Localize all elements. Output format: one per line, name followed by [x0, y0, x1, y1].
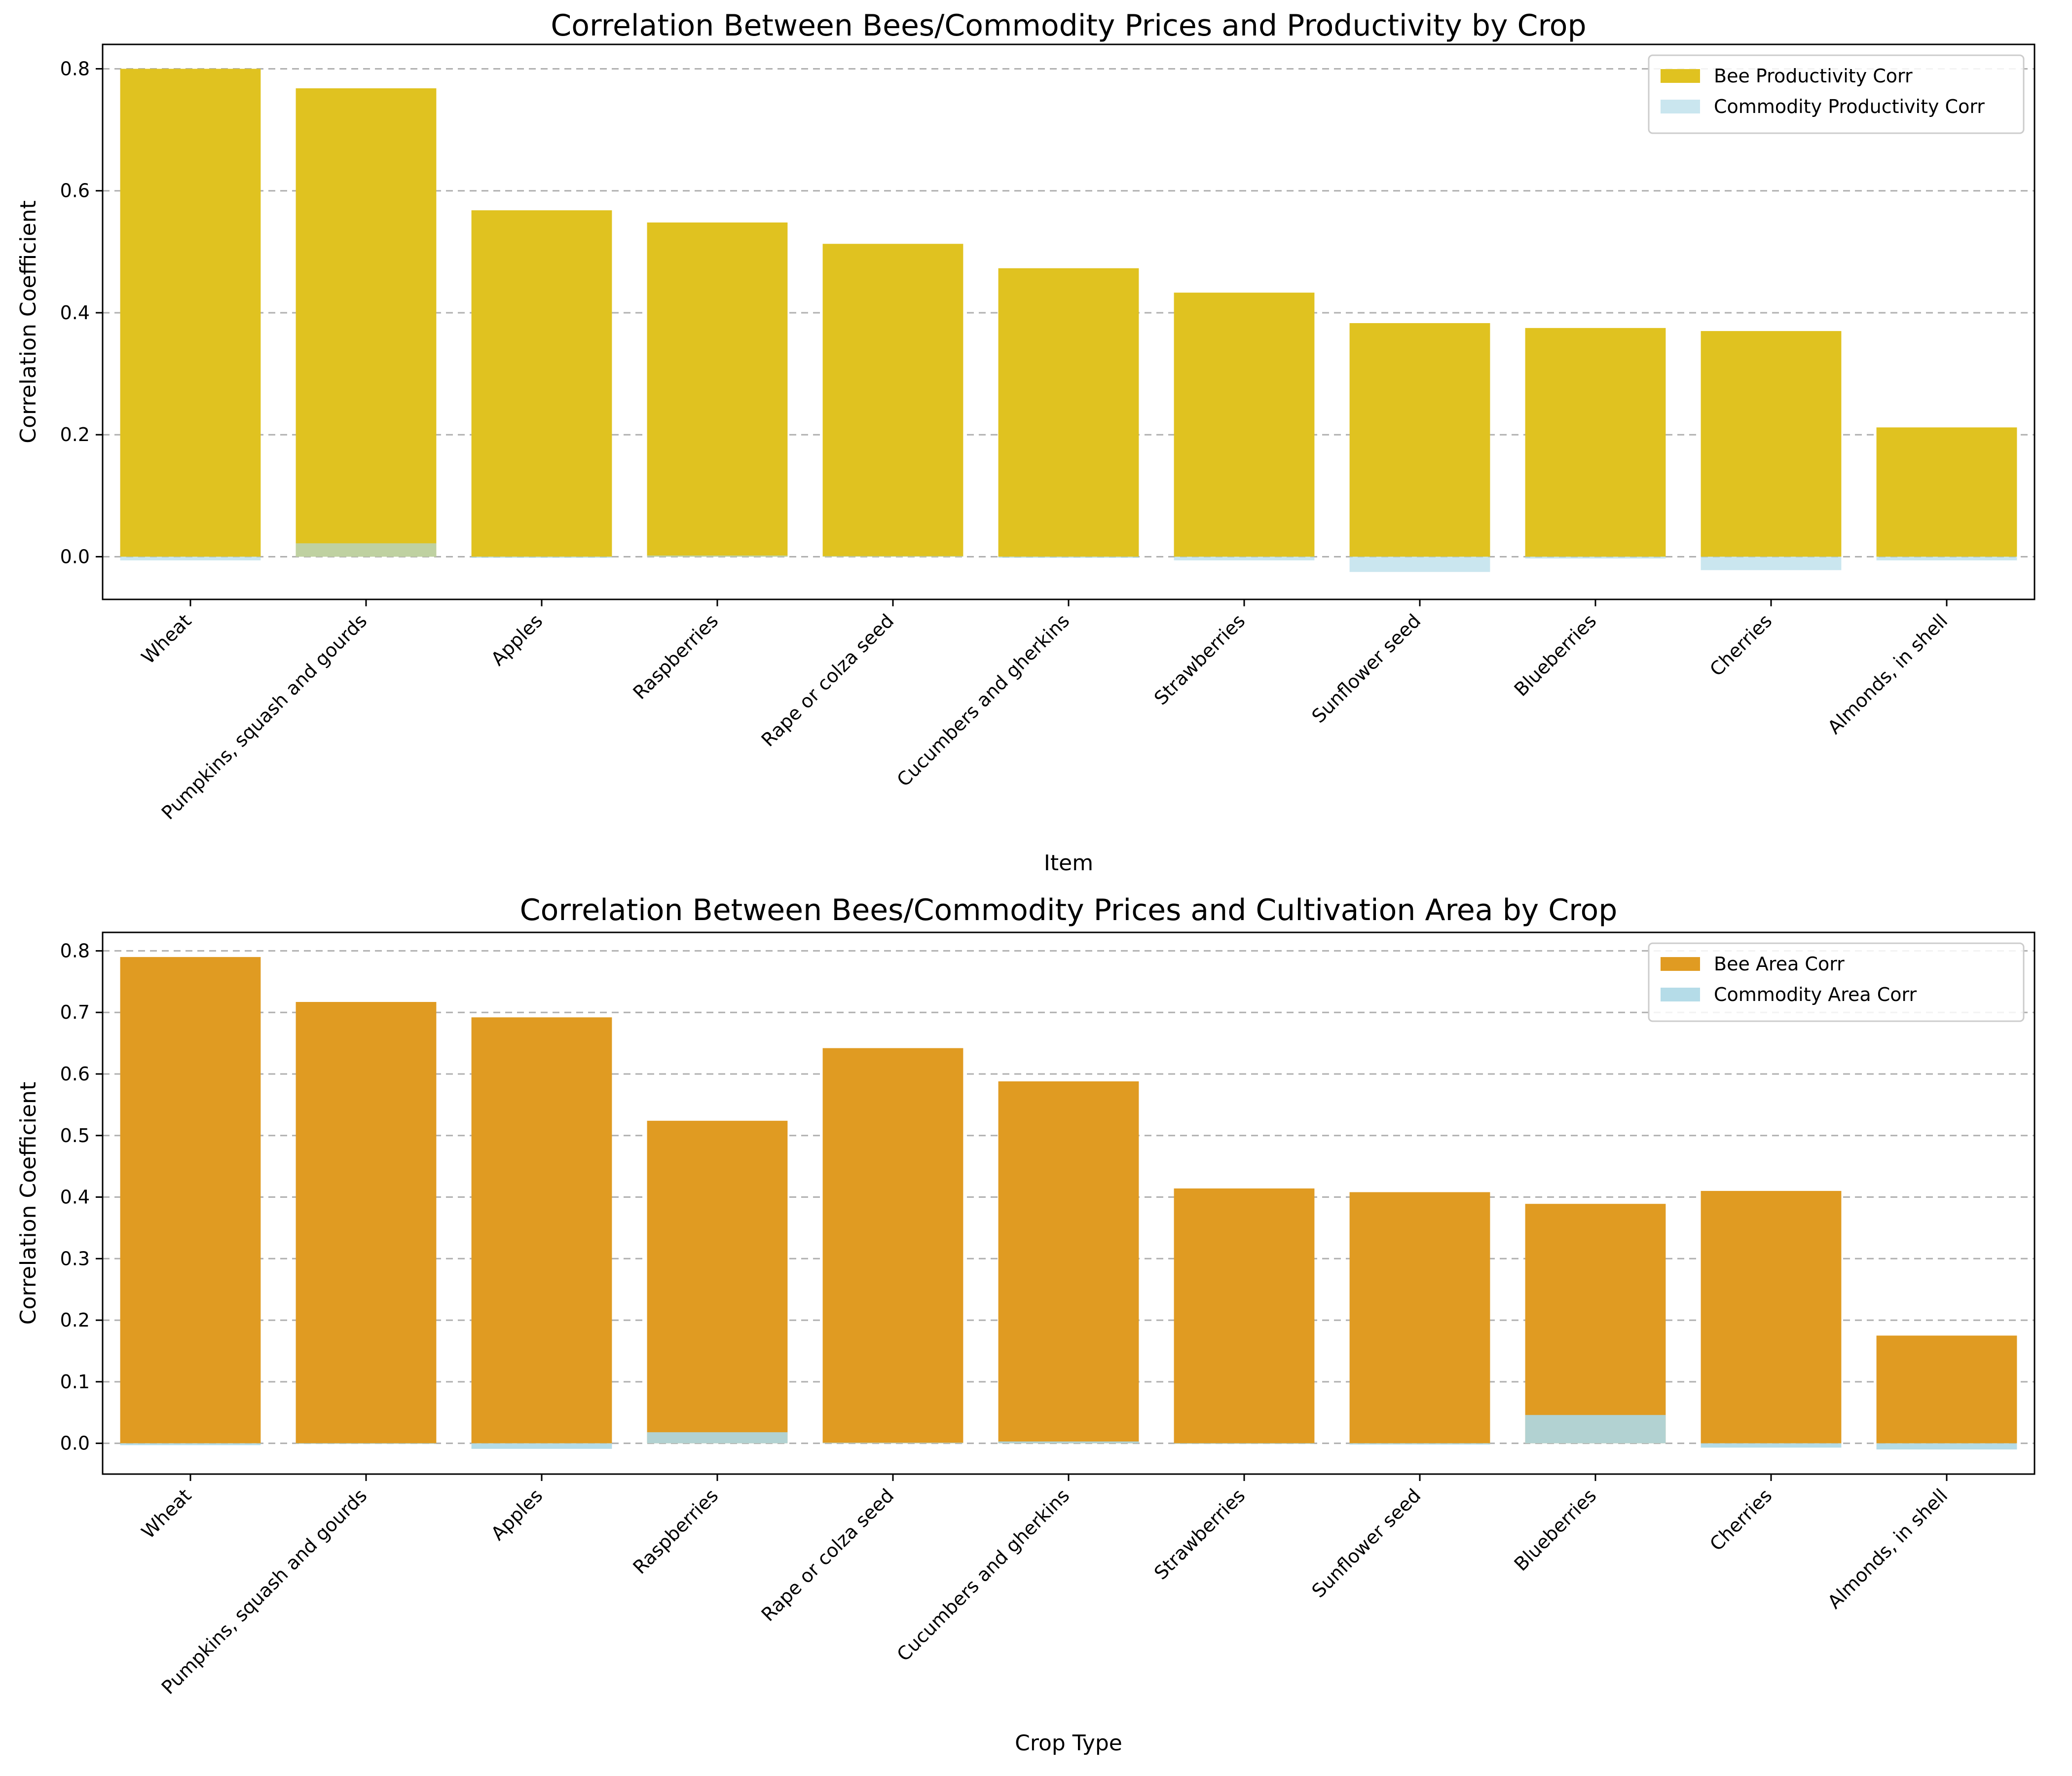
- bar-bee-productivity-corr-rape-or-colza-seed: [822, 244, 963, 557]
- legend: Bee Area Corr Commodity Area Corr: [1648, 942, 2025, 1022]
- bar-bee-area-corr-sunflower-seed: [1349, 1192, 1490, 1443]
- bar-bee-area-corr-blueberries: [1525, 1204, 1666, 1443]
- y-tick-label: 0.6: [60, 1063, 90, 1085]
- bar-bee-productivity-corr-wheat: [120, 69, 261, 557]
- bar-commodity-productivity-corr-wheat: [120, 556, 261, 560]
- legend-swatch-commodity-area-corr: [1661, 988, 1700, 1001]
- chart-title: Correlation Between Bees/Commodity Price…: [520, 893, 1618, 927]
- series-commodity-productivity-corr: [120, 543, 2017, 572]
- bar-bee-area-corr-cherries: [1701, 1191, 1842, 1443]
- bar-bee-productivity-corr-raspberries: [647, 222, 788, 557]
- bar-bee-area-corr-pumpkins-squash-and-gourds: [296, 1001, 437, 1443]
- y-axis-label: Correlation Coefficient: [16, 1082, 41, 1325]
- bar-commodity-area-corr-pumpkins-squash-and-gourds: [296, 1443, 437, 1444]
- legend-swatch-commodity-productivity-corr: [1661, 100, 1700, 113]
- bar-commodity-productivity-corr-raspberries: [647, 555, 788, 557]
- bar-bee-area-corr-strawberries: [1174, 1188, 1315, 1443]
- legend-label-bee-area-corr: Bee Area Corr: [1714, 953, 1845, 975]
- legend-label-bee-productivity-corr: Bee Productivity Corr: [1714, 65, 1913, 87]
- bar-bee-productivity-corr-strawberries: [1174, 293, 1315, 557]
- y-axis-label: Correlation Coefficient: [16, 200, 41, 444]
- bar-commodity-productivity-corr-almonds-in-shell: [1876, 556, 2017, 560]
- series-bee-productivity-corr: [120, 69, 2017, 557]
- bar-commodity-area-corr-strawberries: [1174, 1443, 1315, 1444]
- bar-bee-area-corr-cucumbers-and-gherkins: [998, 1081, 1139, 1443]
- legend-label-commodity-area-corr: Commodity Area Corr: [1714, 984, 1917, 1005]
- y-tick-label: 0.3: [60, 1248, 90, 1269]
- bar-bee-area-corr-rape-or-colza-seed: [822, 1048, 963, 1443]
- bar-commodity-area-corr-apples: [471, 1443, 612, 1449]
- bar-commodity-productivity-corr-apples: [471, 556, 612, 558]
- bar-commodity-productivity-corr-cucumbers-and-gherkins: [998, 556, 1139, 558]
- bar-commodity-productivity-corr-cherries: [1701, 556, 1842, 570]
- y-tick-label: 0.2: [60, 424, 90, 445]
- bar-commodity-productivity-corr-pumpkins-squash-and-gourds: [296, 543, 437, 557]
- y-tick-label: 0.0: [60, 1433, 90, 1454]
- y-tick-label: 0.8: [60, 940, 90, 962]
- x-axis-label: Crop Type: [1015, 1731, 1122, 1756]
- legend: Bee Productivity Corr Commodity Productiv…: [1648, 54, 2025, 134]
- bar-bee-productivity-corr-pumpkins-squash-and-gourds: [296, 88, 437, 557]
- chart-title: Correlation Between Bees/Commodity Price…: [551, 8, 1586, 43]
- y-tick-label: 0.5: [60, 1125, 90, 1147]
- bar-commodity-area-corr-cucumbers-and-gherkins: [998, 1441, 1139, 1443]
- y-tick-label: 0.6: [60, 180, 90, 202]
- series-commodity-area-corr: [120, 1415, 2017, 1450]
- bar-commodity-area-corr-almonds-in-shell: [1876, 1443, 2017, 1450]
- series-bee-area-corr: [120, 957, 2017, 1443]
- y-tick-label: 0.4: [60, 302, 90, 324]
- bar-commodity-area-corr-raspberries: [647, 1432, 788, 1443]
- y-tick-label: 0.0: [60, 546, 90, 567]
- legend-swatch-bee-productivity-corr: [1661, 69, 1700, 83]
- bar-commodity-area-corr-cherries: [1701, 1443, 1842, 1448]
- bar-bee-productivity-corr-cucumbers-and-gherkins: [998, 268, 1139, 557]
- bar-bee-productivity-corr-sunflower-seed: [1349, 323, 1490, 557]
- y-tick-label: 0.1: [60, 1371, 90, 1393]
- bar-commodity-area-corr-wheat: [120, 1443, 261, 1445]
- y-tick-label: 0.8: [60, 58, 90, 79]
- bar-bee-productivity-corr-cherries: [1701, 331, 1842, 557]
- bar-bee-area-corr-apples: [471, 1017, 612, 1443]
- x-axis-label: Item: [1044, 851, 1093, 876]
- bar-commodity-productivity-corr-sunflower-seed: [1349, 556, 1490, 572]
- bar-bee-productivity-corr-apples: [471, 210, 612, 557]
- bar-commodity-productivity-corr-blueberries: [1525, 556, 1666, 559]
- y-tick-label: 0.7: [60, 1001, 90, 1023]
- bar-bee-productivity-corr-almonds-in-shell: [1876, 427, 2017, 557]
- bar-bee-area-corr-raspberries: [647, 1120, 788, 1443]
- bar-bee-area-corr-wheat: [120, 957, 261, 1443]
- bar-bee-productivity-corr-blueberries: [1525, 328, 1666, 557]
- y-tick-label: 0.4: [60, 1186, 90, 1208]
- legend-swatch-bee-area-corr: [1661, 957, 1700, 971]
- y-tick-label: 0.2: [60, 1309, 90, 1331]
- bar-commodity-area-corr-blueberries: [1525, 1415, 1666, 1443]
- bar-commodity-productivity-corr-strawberries: [1174, 556, 1315, 560]
- legend-label-commodity-productivity-corr: Commodity Productivity Corr: [1714, 96, 1985, 117]
- bar-bee-area-corr-almonds-in-shell: [1876, 1335, 2017, 1443]
- bar-commodity-area-corr-sunflower-seed: [1349, 1443, 1490, 1445]
